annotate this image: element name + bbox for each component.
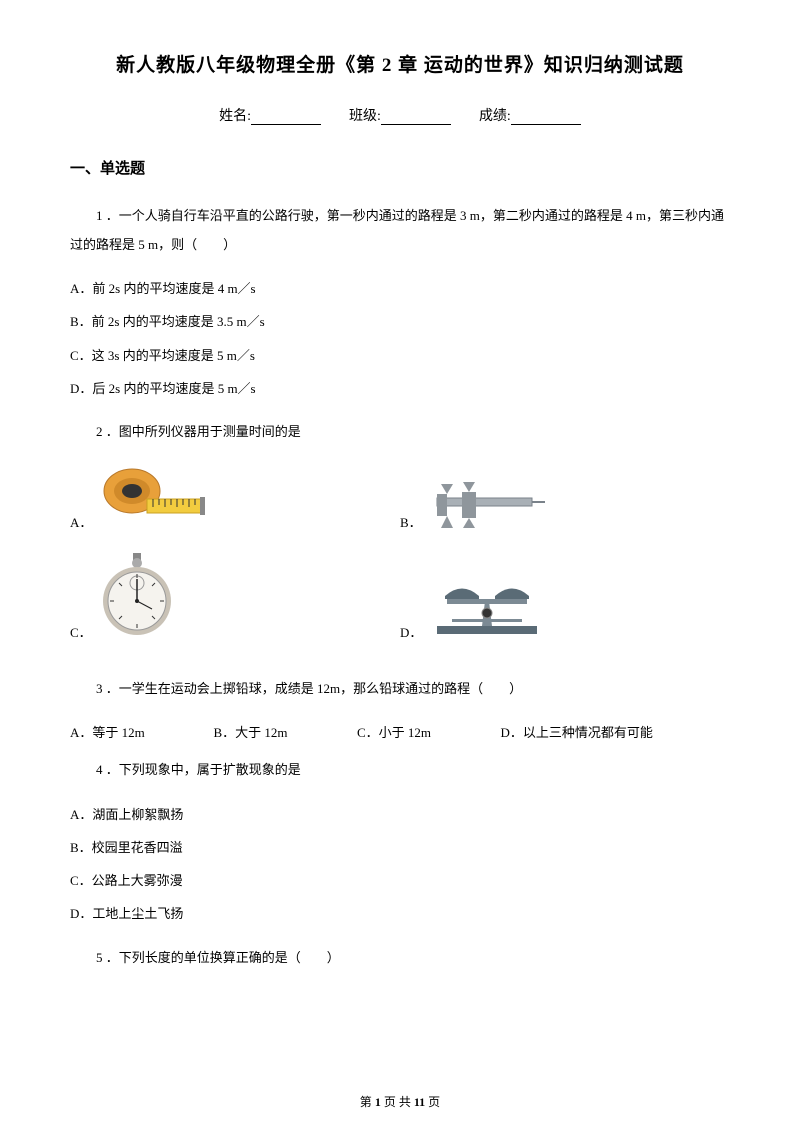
q4-option-d: D．工地上尘土飞扬 xyxy=(70,898,730,929)
q3-option-b: B．大于 12m xyxy=(213,717,356,748)
name-label: 姓名: xyxy=(219,109,251,124)
q3-option-a: A．等于 12m xyxy=(70,717,213,748)
q2-b-label: B． xyxy=(400,512,422,531)
caliper-icon xyxy=(427,476,547,531)
stopwatch-icon xyxy=(97,551,177,641)
q1-option-b: B．前 2s 内的平均速度是 3.5 m／s xyxy=(70,306,730,337)
q2-a-label: A． xyxy=(70,512,92,531)
score-blank xyxy=(511,111,581,125)
q3-options: A．等于 12m B．大于 12m C．小于 12m D．以上三种情况都有可能 xyxy=(70,717,730,748)
class-label: 班级: xyxy=(349,109,381,124)
q2-options: A． B． xyxy=(70,461,730,661)
q2-option-d: D． xyxy=(400,551,730,641)
q1-option-c: C．这 3s 内的平均速度是 5 m／s xyxy=(70,340,730,371)
balance-scale-icon xyxy=(427,571,547,641)
score-label: 成绩: xyxy=(479,109,511,124)
name-blank xyxy=(251,111,321,125)
section-heading: 一、单选题 xyxy=(70,157,730,178)
page-title: 新人教版八年级物理全册《第 2 章 运动的世界》知识归纳测试题 xyxy=(70,50,730,77)
q3-stem: 3 ．一学生在运动会上掷铅球，成绩是 12m，那么铅球通过的路程（ ） xyxy=(70,675,730,704)
q3-option-c: C．小于 12m xyxy=(357,717,500,748)
q2-option-c: C． xyxy=(70,551,400,641)
footer-mid: 页 共 xyxy=(381,1095,414,1109)
page-footer: 第 1 页 共 11 页 xyxy=(0,1093,800,1110)
footer-prefix: 第 xyxy=(360,1095,375,1109)
q1-option-d: D．后 2s 内的平均速度是 5 m／s xyxy=(70,373,730,404)
q5-stem: 5 ．下列长度的单位换算正确的是（ ） xyxy=(70,944,730,973)
q3-option-d: D．以上三种情况都有可能 xyxy=(500,717,730,748)
q4-stem: 4 ．下列现象中，属于扩散现象的是 xyxy=(70,756,730,785)
q2-c-label: C． xyxy=(70,622,92,641)
student-info-line: 姓名: 班级: 成绩: xyxy=(70,105,730,125)
q4-option-c: C．公路上大雾弥漫 xyxy=(70,865,730,896)
q4-option-b: B．校园里花香四溢 xyxy=(70,832,730,863)
q2-option-b: B． xyxy=(400,461,730,531)
q2-d-label: D． xyxy=(400,622,422,641)
q1-stem: 1 ．一个人骑自行车沿平直的公路行驶，第一秒内通过的路程是 3 m，第二秒内通过… xyxy=(70,202,730,259)
class-blank xyxy=(381,111,451,125)
q1-option-a: A．前 2s 内的平均速度是 4 m／s xyxy=(70,273,730,304)
q2-stem: 2 ．图中所列仪器用于测量时间的是 xyxy=(70,418,730,447)
tape-measure-icon xyxy=(97,461,217,531)
footer-total: 11 xyxy=(414,1095,425,1109)
footer-suffix: 页 xyxy=(425,1095,440,1109)
q4-option-a: A．湖面上柳絮飘扬 xyxy=(70,799,730,830)
q2-option-a: A． xyxy=(70,461,400,531)
